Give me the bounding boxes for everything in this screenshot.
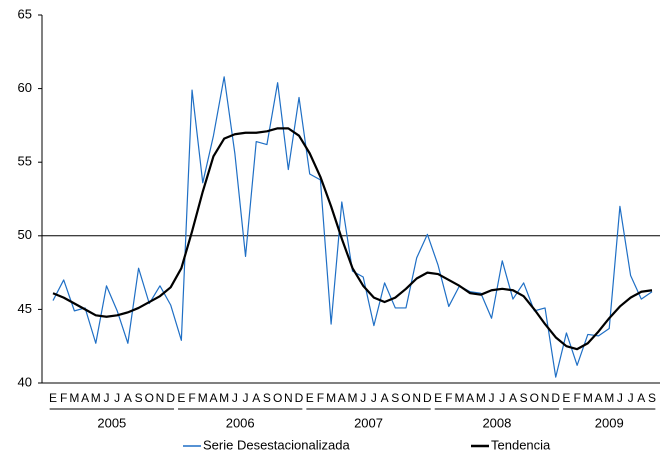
x-tick-label: A [124, 391, 132, 405]
x-tick-label: J [360, 391, 366, 405]
x-tick-label: O [530, 391, 539, 405]
x-tick-label: M [583, 391, 593, 405]
x-tick-label: A [466, 391, 474, 405]
x-tick-label: N [541, 391, 550, 405]
y-tick-label: 60 [18, 80, 32, 95]
x-tick-label: F [445, 391, 452, 405]
year-label: 2009 [595, 415, 624, 430]
x-tick-label: E [306, 391, 314, 405]
x-tick-label: A [595, 391, 603, 405]
x-tick-label: A [509, 391, 517, 405]
x-tick-label: M [219, 391, 229, 405]
year-label: 2005 [97, 415, 126, 430]
series-line [52, 76, 653, 378]
x-tick-label: D [166, 391, 175, 405]
x-tick-label: F [188, 391, 195, 405]
x-tick-label: S [263, 391, 271, 405]
y-tick-label: 50 [18, 227, 32, 242]
x-tick-label: A [338, 391, 346, 405]
year-label: 2008 [482, 415, 511, 430]
year-label: 2006 [226, 415, 255, 430]
y-tick-label: 40 [18, 374, 32, 389]
x-tick-label: J [489, 391, 495, 405]
x-tick-label: J [232, 391, 238, 405]
x-tick-label: A [81, 391, 89, 405]
year-label: 2007 [354, 415, 383, 430]
x-tick-label: O [145, 391, 154, 405]
x-tick-label: F [573, 391, 580, 405]
x-tick-label: J [371, 391, 377, 405]
x-tick-label: A [637, 391, 645, 405]
x-tick-label: J [499, 391, 505, 405]
x-tick-label: M [604, 391, 614, 405]
series-line [52, 127, 653, 351]
x-tick-label: D [423, 391, 432, 405]
x-tick-label: J [103, 391, 109, 405]
x-tick-label: F [317, 391, 324, 405]
x-tick-label: M [476, 391, 486, 405]
x-tick-label: N [284, 391, 293, 405]
x-tick-label: M [69, 391, 79, 405]
x-tick-label: J [617, 391, 623, 405]
x-tick-label: S [520, 391, 528, 405]
x-tick-label: M [91, 391, 101, 405]
x-tick-label: M [454, 391, 464, 405]
x-tick-label: N [156, 391, 165, 405]
y-tick-label: 65 [18, 6, 32, 21]
legend-label: Serie Desestacionalizada [203, 437, 350, 452]
x-tick-label: D [551, 391, 560, 405]
x-tick-label: A [381, 391, 389, 405]
x-tick-label: D [295, 391, 304, 405]
x-tick-label: E [562, 391, 570, 405]
x-tick-label: M [326, 391, 336, 405]
x-tick-label: S [391, 391, 399, 405]
x-tick-label: F [60, 391, 67, 405]
x-tick-label: S [135, 391, 143, 405]
x-tick-label: M [348, 391, 358, 405]
y-tick-label: 55 [18, 154, 32, 169]
legend-label: Tendencia [491, 437, 551, 452]
x-tick-label: O [273, 391, 282, 405]
x-tick-label: S [648, 391, 656, 405]
x-tick-label: A [252, 391, 260, 405]
x-tick-label: E [177, 391, 185, 405]
x-tick-label: N [412, 391, 421, 405]
x-tick-label: O [401, 391, 410, 405]
x-tick-label: J [243, 391, 249, 405]
x-tick-label: J [114, 391, 120, 405]
x-tick-label: A [209, 391, 217, 405]
x-tick-label: M [198, 391, 208, 405]
x-tick-label: E [434, 391, 442, 405]
x-tick-label: E [49, 391, 57, 405]
x-tick-label: J [628, 391, 634, 405]
y-tick-label: 45 [18, 301, 32, 316]
